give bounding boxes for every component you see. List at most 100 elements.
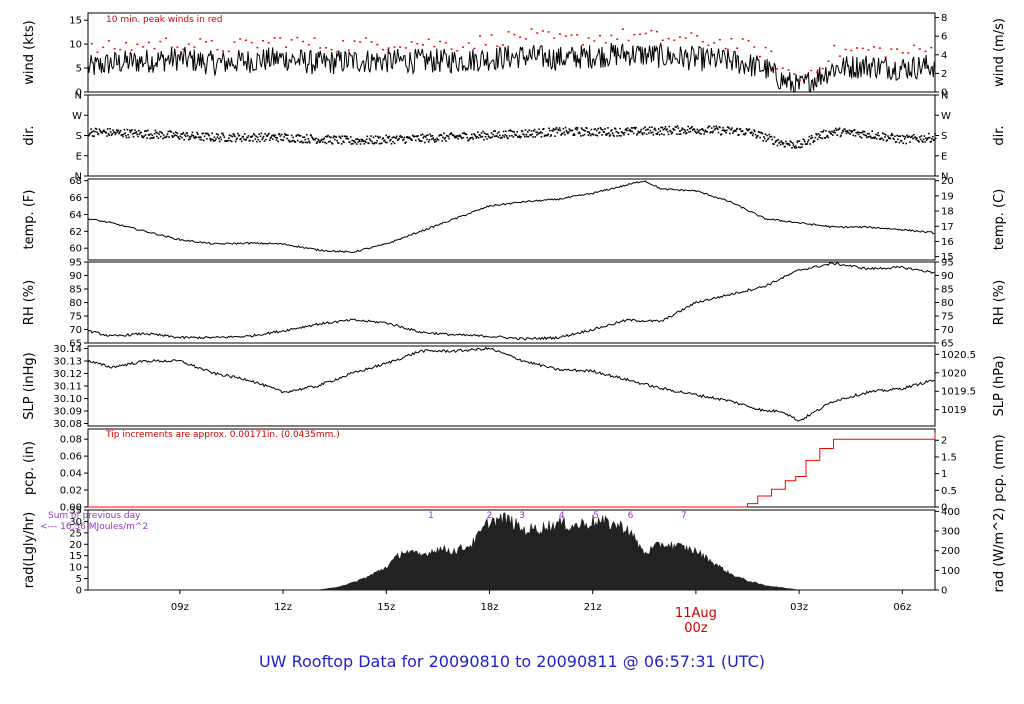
dir-point [788,143,790,145]
dir-point [428,139,431,141]
wind-peak-point [536,32,539,34]
wind-right-tick-label: 0 [941,88,947,99]
dir-point [511,130,514,133]
dir-point [281,133,283,136]
dir-point [800,143,802,145]
dir-point [368,138,371,140]
dir-point [418,138,420,140]
wind-peak-point [182,48,185,51]
dir-point [782,143,784,145]
dir-point [722,126,724,129]
dir-point [726,129,728,132]
dir-point [447,135,450,138]
dir-point [125,134,127,137]
dir-point [263,140,266,142]
wind-peak-point [244,39,247,41]
dir-point [835,127,837,130]
dir-point [289,140,291,143]
wind-peak-point [576,34,579,36]
wind-peak-point [444,42,447,44]
dir-point [322,138,325,141]
dir-point [278,133,281,135]
dir-point [913,133,915,136]
dir-point [520,136,522,138]
dir-point [845,132,848,135]
dir-point [707,126,709,129]
dir-point [603,131,605,133]
dir-point [106,135,108,137]
dir-point [161,132,163,135]
dir-point [530,130,533,132]
wind-peak-point [427,38,430,41]
dir-point [763,136,765,138]
dir-point [736,127,739,130]
dir-point [172,132,175,135]
dir-point [316,141,319,143]
wind-right-label: wind (m/s) [992,18,1007,87]
wind-peak-point [399,46,402,48]
dir-point [103,129,105,131]
wind-peak-point [867,49,870,51]
dir-point [249,139,251,142]
wind-peak-point [450,48,453,50]
wind-peak-point [107,40,110,42]
dir-point [824,137,826,139]
dir-point [429,133,431,136]
pcp-right-tick-label: 1.5 [941,452,957,463]
dir-point [592,134,595,136]
dir-left-tick-label: S [76,131,82,142]
dir-point [380,142,383,144]
dir-point [480,132,483,134]
dir-point [780,140,783,142]
dir-point [618,134,621,137]
dir-point [227,139,229,142]
dir-point [657,128,660,130]
dir-point [473,133,475,135]
dir-point [850,130,852,132]
dir-point [414,135,416,138]
dir-point [236,137,238,139]
dir-point [809,143,811,145]
dir-point [425,134,428,137]
dir-point [900,140,903,142]
dir-point [294,141,297,143]
wind-peak-point [484,43,487,46]
dir-point [114,133,117,136]
dir-point [623,134,625,136]
wind-peak-point [267,42,270,44]
wind-peak-point [553,37,556,39]
dir-point [521,130,524,133]
dir-point [329,140,331,143]
dir-point [275,139,278,141]
dir-point [670,132,673,135]
dir-point [396,139,399,141]
dir-point [383,139,386,142]
dir-point [784,145,786,148]
dir-point [711,131,714,134]
dir-point [138,129,140,132]
dir-point [670,130,672,133]
dir-point [909,141,911,143]
dir-point [827,136,830,139]
dir-point [847,132,850,134]
temp-right-tick-label: 19 [941,191,954,202]
dir-point [493,135,496,138]
dir-point [445,140,447,142]
dir-point [552,130,554,132]
dir-point [158,133,160,136]
dir-point [869,135,872,138]
dir-point [786,142,789,145]
dir-point [290,140,292,143]
rh-right-label: RH (%) [992,280,1007,325]
pcp-right-tick-label: 0.5 [941,486,957,497]
dir-point [335,136,338,138]
dir-point [549,135,552,137]
dir-point [507,137,509,140]
dir-point [660,126,662,129]
dir-point [619,127,621,130]
dir-point [190,135,192,138]
dir-point [458,134,461,136]
dir-point [362,140,365,143]
dir-point [396,135,398,138]
humidity-line [87,262,935,341]
